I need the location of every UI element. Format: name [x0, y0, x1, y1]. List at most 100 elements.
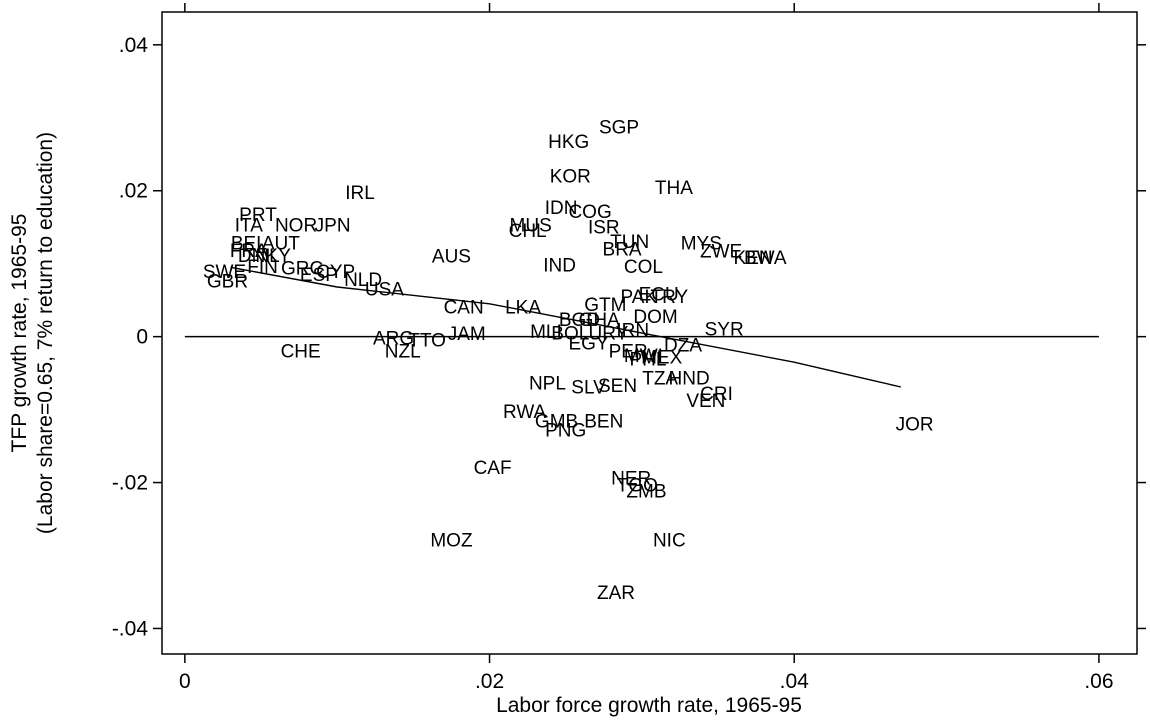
point-label-cyp: CYP	[316, 262, 355, 283]
point-label-caf: CAF	[474, 458, 512, 479]
point-label-ind: IND	[543, 255, 576, 276]
fit-line-group	[230, 266, 902, 388]
point-label-isr: ISR	[588, 217, 620, 238]
point-label-gha: GHA	[579, 310, 621, 331]
y-axis-title-line: TFP growth rate, 1965-95	[8, 214, 31, 453]
point-label-gmb: GMB	[535, 412, 578, 433]
point-label-jor: JOR	[896, 414, 934, 435]
point-label-cri: CRI	[700, 384, 733, 405]
y-tick-label: -.02	[112, 472, 148, 495]
point-label-can: CAN	[444, 298, 484, 319]
point-label-kor: KOR	[550, 166, 591, 187]
point-label-egy: EGY	[569, 333, 609, 354]
x-tick-label: 0	[179, 670, 191, 693]
point-label-cog: COG	[568, 202, 611, 223]
point-label-lka: LKA	[505, 298, 541, 319]
point-label-ner: NER	[611, 468, 651, 489]
point-label-che: CHE	[281, 342, 321, 363]
point-label-fra: FRA	[230, 241, 268, 262]
point-label-aus: AUS	[432, 247, 471, 268]
axis-ticks	[153, 3, 1146, 663]
y-axis-title-line: (Labor share=0.65, 7% return to educatio…	[34, 132, 57, 534]
point-label-bgd: BGD	[559, 310, 600, 331]
point-label-per: PER	[609, 342, 648, 363]
point-label-arg: ARG	[373, 328, 414, 349]
point-label-swe: SWE	[203, 262, 246, 283]
point-label-ury: URY	[588, 323, 628, 344]
point-label-tto: TTO	[408, 331, 446, 352]
point-label-mex: MEX	[641, 347, 683, 368]
fit-line	[230, 266, 902, 388]
point-label-mli: MLI	[530, 322, 562, 343]
point-label-phl: PHL	[629, 350, 666, 371]
y-tick-label: 0	[136, 326, 148, 349]
plot-frame	[161, 11, 1138, 655]
point-label-nly: NLY	[255, 246, 291, 267]
y-axis-title: TFP growth rate, 1965-95 (Labor share=0.6…	[8, 132, 57, 534]
point-label-hkg: HKG	[548, 132, 589, 153]
point-label-mwi: MWI	[624, 346, 663, 367]
point-label-bel: BEL	[231, 234, 267, 255]
point-label-bra: BRA	[603, 239, 642, 260]
point-label-idn: IDN	[545, 198, 578, 219]
point-label-hnd: HND	[669, 369, 710, 390]
point-label-nzl: NZL	[385, 342, 421, 363]
point-label-tgo: TGO	[617, 476, 658, 497]
point-label-grc: GRC	[281, 258, 323, 279]
x-tick-labels: 0 .02 .04 .06	[179, 670, 1114, 693]
point-label-irl: IRL	[345, 183, 375, 204]
point-label-prt: PRT	[239, 205, 277, 226]
point-label-irn: IRN	[616, 320, 649, 341]
point-label-ben: BEN	[584, 412, 623, 433]
point-label-nic: NIC	[653, 530, 686, 551]
point-label-fin: FIN	[247, 257, 278, 278]
point-label-npl: NPL	[529, 374, 566, 395]
point-label-sgp: SGP	[599, 118, 639, 139]
point-label-usa: USA	[365, 279, 404, 300]
x-axis-title: Labor force growth rate, 1965-95	[496, 694, 802, 717]
point-label-ken: KEN	[734, 248, 773, 269]
x-tick-label: .06	[1084, 670, 1113, 693]
point-label-dom: DOM	[633, 307, 677, 328]
x-tick-label: .02	[475, 670, 504, 693]
y-tick-label: .04	[119, 34, 149, 57]
point-label-mys: MYS	[681, 234, 722, 255]
point-label-jam: JAM	[448, 324, 486, 345]
point-label-bwa: BWA	[744, 248, 787, 269]
point-label-dnk: DNK	[238, 246, 278, 267]
point-label-col: COL	[624, 257, 663, 278]
point-label-try: TRY	[650, 287, 688, 308]
point-label-tha: THA	[655, 178, 693, 199]
point-label-chl: CHL	[509, 221, 547, 242]
point-label-gbr: GBR	[207, 271, 248, 292]
point-label-tza: TZA	[642, 369, 678, 390]
point-label-ecu: ECU	[639, 285, 679, 306]
point-label-slv: SLV	[571, 377, 606, 398]
point-label-sen: SEN	[598, 376, 637, 397]
point-label-jpn: JPN	[315, 215, 351, 236]
point-label-png: PNG	[545, 420, 586, 441]
x-tick-label: .04	[780, 670, 810, 693]
y-tick-label: -.04	[112, 617, 149, 640]
point-label-mus: MUS	[510, 215, 552, 236]
point-label-ita: ITA	[235, 215, 263, 236]
point-label-zmb: ZMB	[626, 482, 666, 503]
point-label-syr: SYR	[705, 320, 744, 341]
point-label-zar: ZAR	[597, 583, 635, 604]
y-tick-label: .02	[119, 180, 148, 203]
point-label-moz: MOZ	[430, 530, 473, 551]
point-label-zwe: ZWE	[700, 242, 742, 263]
point-label-dza: DZA	[664, 336, 702, 357]
point-label-ven: VEN	[686, 391, 725, 412]
point-label-nor: NOR	[275, 215, 317, 236]
y-tick-labels: -.04 -.02 0 .02 .04	[112, 34, 149, 641]
point-label-tun: TUN	[610, 232, 649, 253]
point-label-rwa: RWA	[503, 402, 547, 423]
point-label-nld: NLD	[344, 270, 382, 291]
point-label-esp: ESP	[300, 265, 338, 286]
point-label-aut: AUT	[262, 234, 300, 255]
point-label-bol: BOL	[551, 323, 589, 344]
point-label-gtm: GTM	[584, 295, 626, 316]
